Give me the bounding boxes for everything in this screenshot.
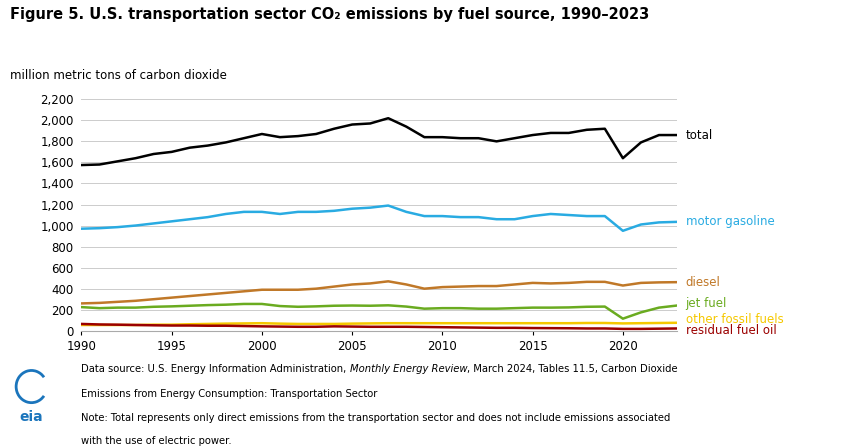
Text: residual fuel oil: residual fuel oil: [686, 324, 776, 337]
Text: Figure 5. U.S. transportation sector CO₂ emissions by fuel source, 1990–2023: Figure 5. U.S. transportation sector CO₂…: [10, 7, 650, 22]
Text: Note: Total represents only direct emissions from the transportation sector and : Note: Total represents only direct emiss…: [81, 413, 671, 423]
Text: Data source: U.S. Energy Information Administration,: Data source: U.S. Energy Information Adm…: [81, 364, 350, 374]
Text: Emissions from Energy Consumption: Transportation Sector: Emissions from Energy Consumption: Trans…: [81, 389, 378, 399]
Text: diesel: diesel: [686, 276, 721, 289]
Text: jet fuel: jet fuel: [686, 297, 727, 311]
Text: eia: eia: [20, 409, 43, 424]
Text: motor gasoline: motor gasoline: [686, 215, 775, 228]
Text: total: total: [686, 129, 713, 142]
Text: million metric tons of carbon dioxide: million metric tons of carbon dioxide: [10, 69, 227, 82]
Text: with the use of electric power.: with the use of electric power.: [81, 436, 232, 446]
Text: other fossil fuels: other fossil fuels: [686, 313, 783, 326]
Text: Monthly Energy Review: Monthly Energy Review: [350, 364, 467, 374]
Text: , March 2024, Tables 11.5, Carbon Dioxide: , March 2024, Tables 11.5, Carbon Dioxid…: [467, 364, 678, 374]
